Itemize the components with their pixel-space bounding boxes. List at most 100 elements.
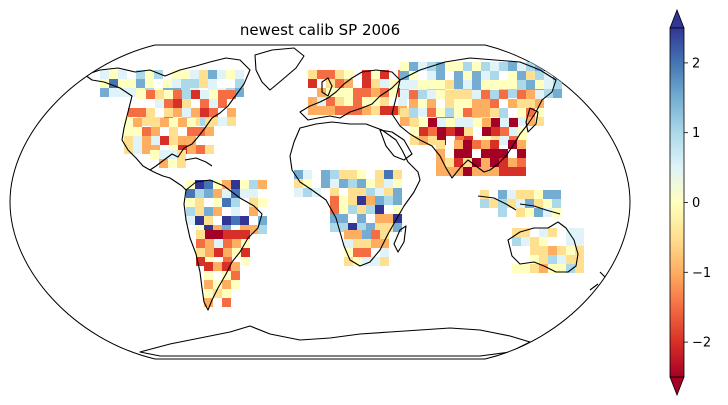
coast-north-america xyxy=(84,57,251,171)
grid-cell xyxy=(204,280,213,289)
grid-cell xyxy=(109,79,118,88)
grid-cell xyxy=(330,223,339,232)
grid-cell xyxy=(491,118,500,127)
grid-cell xyxy=(400,62,409,71)
grid-cell xyxy=(472,62,481,71)
grid-cell xyxy=(127,88,136,97)
grid-cell xyxy=(400,90,409,99)
grid-cell xyxy=(348,196,357,205)
grid-cell xyxy=(128,108,137,117)
grid-cell xyxy=(557,246,566,255)
grid-cell xyxy=(196,257,205,266)
grid-cell xyxy=(481,71,490,80)
grid-cell xyxy=(526,90,535,99)
grid-cell xyxy=(249,225,258,234)
grid-cell xyxy=(463,108,472,117)
grid-cell xyxy=(142,127,151,136)
grid-cell xyxy=(472,90,481,99)
grid-cell xyxy=(472,158,481,167)
grid-cell xyxy=(427,71,436,80)
grid-cell xyxy=(427,108,436,117)
grid-cell xyxy=(400,71,409,80)
grid-cell xyxy=(168,159,177,168)
grid-cell xyxy=(375,170,384,179)
grid-cell xyxy=(566,237,575,246)
grid-cell xyxy=(525,199,534,208)
grid-cell xyxy=(517,167,526,176)
grid-cell xyxy=(195,180,204,189)
grid-cell xyxy=(455,118,464,127)
data-grid xyxy=(100,62,584,307)
grid-cell xyxy=(326,70,335,79)
grid-cell xyxy=(530,255,539,264)
grid-cell xyxy=(232,248,241,257)
grid-cell xyxy=(481,108,490,117)
grid-cell xyxy=(490,149,499,158)
grid-cell xyxy=(393,214,402,223)
grid-cell xyxy=(480,199,489,208)
grid-cell xyxy=(380,79,389,88)
grid-cell xyxy=(482,118,491,127)
grid-cell xyxy=(240,180,249,189)
grid-cell xyxy=(357,214,366,223)
grid-cell xyxy=(133,127,142,136)
grid-cell xyxy=(348,188,357,197)
grid-cell xyxy=(508,80,517,89)
grid-cell xyxy=(481,158,490,167)
grid-cell xyxy=(160,118,169,127)
grid-cell xyxy=(418,99,427,108)
grid-cell xyxy=(218,90,227,99)
grid-cell xyxy=(472,108,481,117)
grid-cell xyxy=(566,228,575,237)
grid-cell xyxy=(240,216,249,225)
grid-cell xyxy=(409,90,418,99)
grid-cell xyxy=(436,158,445,167)
grid-cell xyxy=(321,170,330,179)
grid-cell xyxy=(508,99,517,108)
grid-cell xyxy=(195,198,204,207)
grid-cell xyxy=(500,136,509,145)
grid-cell xyxy=(339,170,348,179)
grid-cell xyxy=(100,79,109,88)
grid-cell xyxy=(133,145,142,154)
grid-cell xyxy=(490,108,499,117)
grid-cell xyxy=(445,80,454,89)
grid-cell xyxy=(557,264,566,273)
grid-cell xyxy=(213,225,222,234)
grid-cell xyxy=(222,289,231,298)
grid-cell xyxy=(232,230,241,239)
grid-cell xyxy=(400,80,409,89)
grid-cell xyxy=(463,71,472,80)
grid-cell xyxy=(371,79,380,88)
grid-cell xyxy=(566,246,575,255)
grid-cell xyxy=(464,127,473,136)
grid-cell xyxy=(303,179,312,188)
grid-cell xyxy=(308,97,317,106)
grid-cell xyxy=(534,199,543,208)
grid-cell xyxy=(393,170,402,179)
grid-cell xyxy=(330,179,339,188)
grid-cell xyxy=(393,179,402,188)
grid-cell xyxy=(199,79,208,88)
grid-cell xyxy=(508,71,517,80)
grid-cell xyxy=(472,140,481,149)
grid-cell xyxy=(418,108,427,117)
grid-cell xyxy=(200,117,209,126)
grid-cell xyxy=(445,90,454,99)
grid-cell xyxy=(164,99,173,108)
grid-cell xyxy=(145,70,154,79)
grid-cell xyxy=(214,248,223,257)
grid-cell xyxy=(155,99,164,108)
grid-cell xyxy=(375,179,384,188)
grid-cell xyxy=(463,90,472,99)
grid-cell xyxy=(463,140,472,149)
coast-south-america xyxy=(183,179,263,311)
grid-cell xyxy=(389,79,398,88)
grid-cell xyxy=(196,230,205,239)
grid-cell xyxy=(525,208,534,217)
colorbar-gradient xyxy=(669,27,685,378)
grid-cell xyxy=(190,70,199,79)
grid-cell xyxy=(481,90,490,99)
grid-cell xyxy=(366,223,375,232)
grid-cell xyxy=(205,248,214,257)
